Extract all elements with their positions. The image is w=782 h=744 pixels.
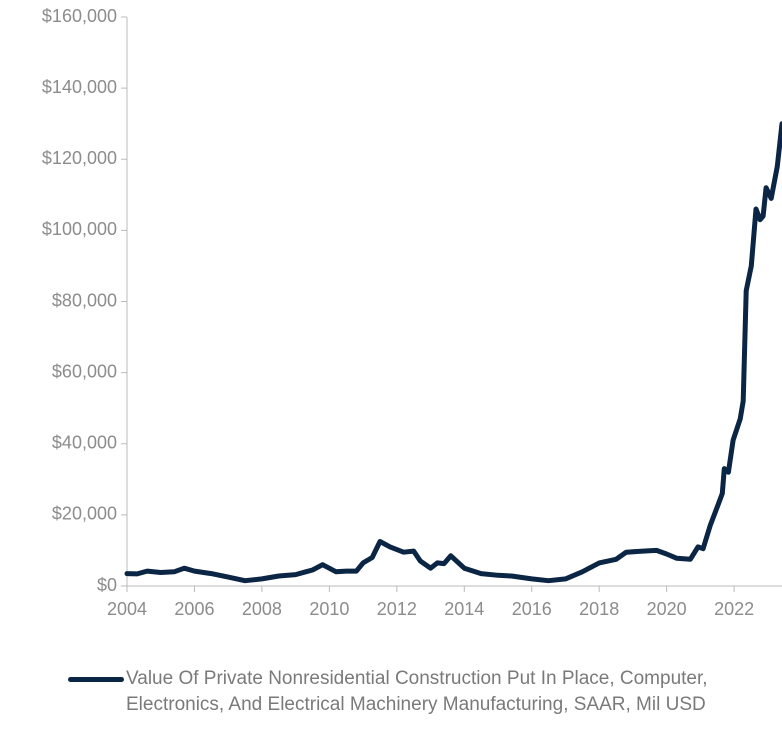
x-tick-label: 2012 [377, 599, 417, 619]
y-tick-label: $140,000 [42, 77, 117, 97]
x-tick-label: 2022 [714, 599, 754, 619]
x-tick-label: 2016 [512, 599, 552, 619]
x-tick-label: 2006 [174, 599, 214, 619]
data-line [124, 121, 782, 584]
chart: $0 $20,000 $40,000 $60,000 $80,000 $100,000 $1… [42, 6, 782, 619]
y-tick-label: $160,000 [42, 6, 117, 26]
y-tick-label: $80,000 [52, 290, 117, 310]
y-tick-label: $20,000 [52, 504, 117, 524]
y-tick-label: $0 [97, 575, 117, 595]
y-tick-label: $40,000 [52, 433, 117, 453]
x-tick-label: 2018 [579, 599, 619, 619]
legend-label: Value Of Private Nonresidential Construc… [126, 668, 708, 715]
y-tick-label: $60,000 [52, 361, 117, 381]
x-tick-label: 2008 [242, 599, 282, 619]
x-tick-label: 2004 [107, 599, 147, 619]
x-tick-label: 2010 [309, 599, 349, 619]
x-tick-label: 2014 [444, 599, 484, 619]
legend: Value Of Private Nonresidential Construc… [68, 666, 782, 744]
x-tick-label: 2020 [647, 599, 687, 619]
y-tick-label: $100,000 [42, 219, 117, 239]
y-tick-label: $120,000 [42, 148, 117, 168]
legend-swatch [68, 677, 124, 682]
